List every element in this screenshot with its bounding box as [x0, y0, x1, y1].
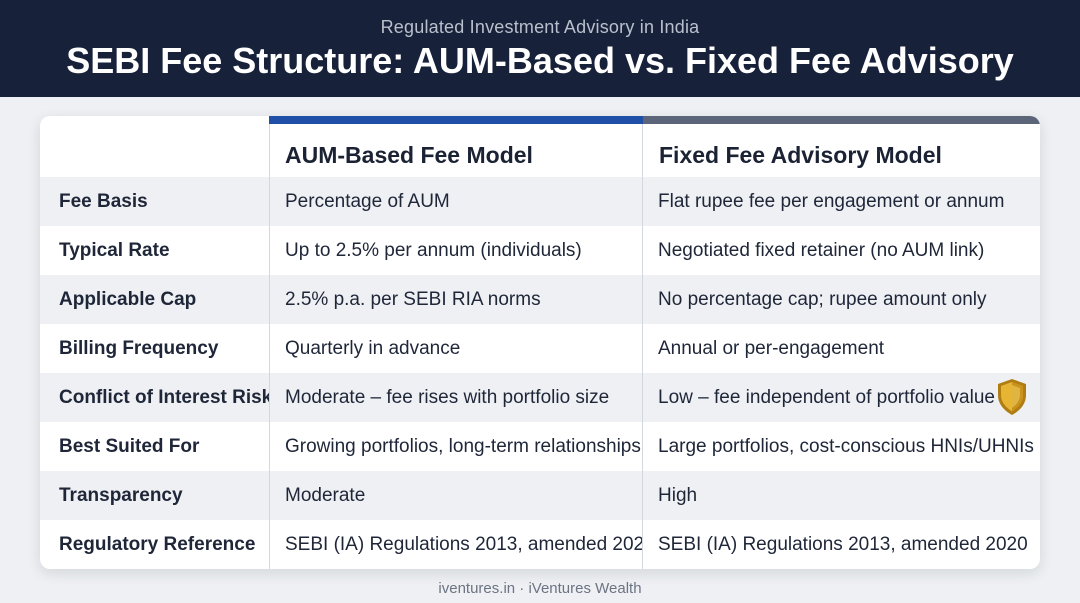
row-label: Typical Rate — [59, 239, 170, 261]
aum-cell: Moderate — [285, 484, 366, 506]
row-label: Applicable Cap — [59, 288, 197, 310]
fixed-cell: Large portfolios, cost-conscious HNIs/UH… — [658, 435, 1034, 457]
fixed-cell: Negotiated fixed retainer (no AUM link) — [658, 239, 985, 261]
table-row: Typical Rate Up to 2.5% per annum (indiv… — [40, 226, 1040, 275]
column-divider — [269, 124, 270, 569]
aum-cell: 2.5% p.a. per SEBI RIA norms — [285, 288, 541, 310]
row-label: Fee Basis — [59, 190, 148, 212]
aum-cell: Quarterly in advance — [285, 337, 461, 359]
row-label: Conflict of Interest Risk — [59, 386, 269, 408]
table-row: Regulatory Reference SEBI (IA) Regulatio… — [40, 520, 1040, 569]
table-row: Applicable Cap 2.5% p.a. per SEBI RIA no… — [40, 275, 1040, 324]
fixed-cell: SEBI (IA) Regulations 2013, amended 2020 — [658, 533, 1028, 555]
aum-cell: Growing portfolios, long-term relationsh… — [285, 435, 641, 457]
aum-cell: Moderate – fee rises with portfolio size — [285, 386, 610, 408]
table-row: Fee Basis Percentage of AUM Flat rupee f… — [40, 177, 1040, 226]
comparison-table: AUM-Based Fee Model Fixed Fee Advisory M… — [40, 116, 1040, 569]
table-row: Best Suited For Growing portfolios, long… — [40, 422, 1040, 471]
fixed-cell: No percentage cap; rupee amount only — [658, 288, 987, 310]
fixed-cell: Low – fee independent of portfolio value — [658, 386, 995, 408]
row-label: Transparency — [59, 484, 183, 506]
column-header-aum: AUM-Based Fee Model — [269, 116, 643, 177]
header-banner: Regulated Investment Advisory in India S… — [0, 0, 1080, 97]
footer-credit: iventures.in · iVentures Wealth — [438, 580, 642, 597]
column-divider — [642, 124, 643, 569]
gold-shield-icon — [998, 379, 1026, 415]
row-label: Regulatory Reference — [59, 533, 256, 555]
aum-cell: Up to 2.5% per annum (individuals) — [285, 239, 582, 261]
fixed-cell: High — [658, 484, 698, 506]
row-label: Billing Frequency — [59, 337, 219, 359]
table-row: Billing Frequency Quarterly in advance A… — [40, 324, 1040, 373]
page-title: SEBI Fee Structure: AUM-Based vs. Fixed … — [66, 40, 1014, 81]
table-row: Conflict of Interest Risk Moderate – fee… — [40, 373, 1040, 422]
fixed-cell: Flat rupee fee per engagement or annum — [658, 190, 1005, 212]
aum-cell: Percentage of AUM — [285, 190, 450, 212]
column-header-fixed: Fixed Fee Advisory Model — [643, 116, 1040, 177]
fixed-cell: Annual or per-engagement — [658, 337, 885, 359]
page-subtitle: Regulated Investment Advisory in India — [380, 17, 700, 37]
table-row: Transparency Moderate High — [40, 471, 1040, 520]
aum-cell: SEBI (IA) Regulations 2013, amended 2020 — [285, 533, 643, 555]
row-label: Best Suited For — [59, 435, 200, 457]
